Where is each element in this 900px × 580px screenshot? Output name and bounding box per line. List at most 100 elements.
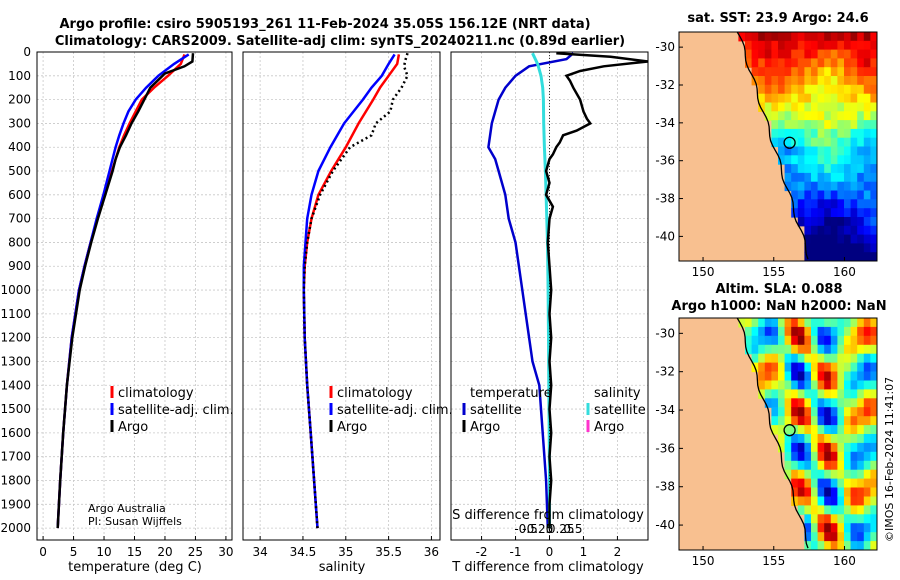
map-cell [870,353,877,364]
map-cell [850,84,858,95]
map-cell [837,326,845,337]
series-line-s-satellite [531,52,551,529]
x-tick-label: 155 [762,265,785,279]
map-cell [811,84,819,95]
map-cell [824,234,832,244]
map-cell [837,225,845,236]
map-cell [857,40,865,51]
map-cell [817,460,825,471]
map-cell [804,67,812,77]
map-cell [778,416,786,426]
map-cell [817,496,825,506]
map-cell [870,496,877,506]
map-cell [850,102,858,112]
map-cell [844,49,852,59]
map-cell [778,434,786,444]
map-cell [863,434,871,444]
map-cell [784,442,792,453]
map-cell [784,469,792,480]
map-cell [758,76,766,86]
map-cell [764,380,772,390]
map-cell [791,181,799,192]
map-cell [771,318,779,328]
map-cell [863,172,871,183]
map-cell [791,389,799,399]
map-cell [837,371,845,381]
map-cell [863,234,871,244]
map-cell [844,318,852,328]
map-cell [850,225,858,236]
map-cell [863,120,871,130]
map-cell [830,58,838,68]
map-cell [791,371,799,381]
map-cell [817,487,825,497]
map-cell [797,208,805,218]
map-cell [771,380,779,390]
map-cell [824,496,832,506]
map-cell [824,225,832,236]
map-cell [870,362,877,373]
map-cell [870,120,877,130]
map-cell [797,344,805,355]
map-cell [837,398,845,408]
map-cell [850,155,858,165]
map-cell [804,181,812,192]
map-cell [850,434,858,444]
map-cell [837,128,845,139]
map-cell [778,371,786,381]
map-cell [738,32,746,42]
map-cell [857,335,865,346]
map-cell [811,469,819,480]
map-cell [850,181,858,192]
map-cell [791,318,799,328]
map-cell [844,111,852,121]
map-cell [824,487,832,497]
map-cell [784,362,792,373]
y-tick-label: 400 [8,140,31,154]
map-cell [817,146,825,156]
map-cell [791,172,799,183]
map-cell [830,102,838,112]
map-cell [863,398,871,408]
map-cell [830,353,838,364]
map-cell [771,371,779,381]
map-cell [830,505,838,515]
map-cell [824,76,832,86]
map-cell [850,32,858,42]
map-cell [857,102,865,112]
y-tick-label: 1600 [0,426,31,440]
map-cell [791,128,799,139]
map-cell [804,32,812,42]
map-cell [837,389,845,399]
map-cell [857,199,865,209]
map-cell [804,335,812,346]
map-cell [797,84,805,95]
map-cell [784,40,792,51]
map-cell [870,181,877,192]
map-cell [863,146,871,156]
map-cell [804,398,812,408]
map-cell [857,523,865,533]
map-cell [811,76,819,86]
map-cell [745,335,753,346]
map-cell [758,335,766,346]
map-cell [758,371,766,381]
map-cell [804,93,812,104]
map-cell [804,190,812,200]
map-cell [804,380,812,390]
map-cell [830,120,838,130]
map-cell [764,318,772,328]
map-cell [811,478,819,489]
map-cell [830,40,838,51]
map-cell [811,487,819,497]
map-cell [850,40,858,51]
salinity-xlabel: salinity [319,560,366,575]
map-cell [830,164,838,174]
x-tick-label: 15 [127,545,142,559]
difference-xlabel: T difference from climatology [451,560,644,575]
map-cell [824,478,832,489]
map-cell [778,32,786,42]
map-cell [863,93,871,104]
map-cell [830,93,838,104]
map-cell [804,514,812,524]
